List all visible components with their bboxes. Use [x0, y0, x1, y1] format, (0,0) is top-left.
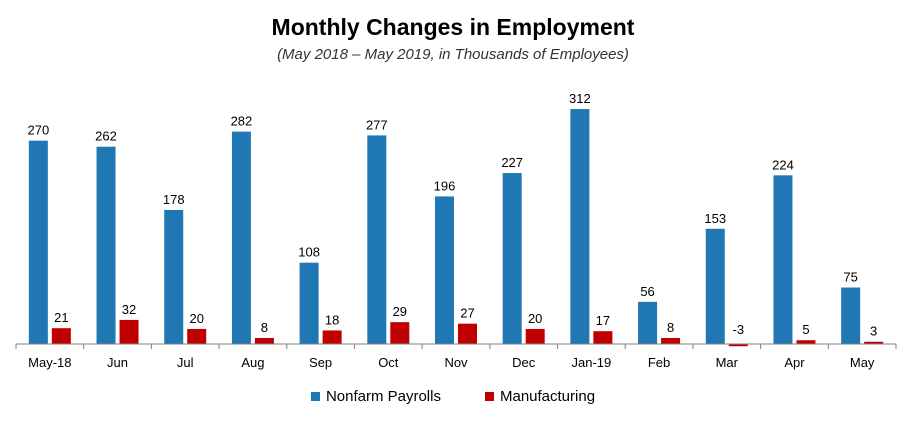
x-tick-label-6: Nov — [444, 355, 468, 370]
x-tick-label-12: May — [850, 355, 875, 370]
legend-swatch-manufacturing — [484, 392, 494, 401]
bar-manufacturing-9 — [661, 337, 681, 344]
data-label-nonfarm-1: 262 — [95, 129, 117, 144]
data-label-nonfarm-3: 282 — [231, 114, 253, 129]
data-label-nonfarm-6: 196 — [434, 178, 456, 193]
data-label-nonfarm-0: 270 — [27, 123, 49, 138]
x-tick-label-3: Aug — [241, 355, 264, 370]
data-label-manufacturing-0: 21 — [54, 310, 68, 325]
chart-subtitle: (May 2018 – May 2019, in Thousands of Em… — [277, 46, 629, 63]
bar-manufacturing-0 — [51, 328, 71, 344]
bar-nonfarm-2 — [164, 209, 184, 344]
bar-nonfarm-9 — [638, 301, 658, 344]
data-label-nonfarm-5: 277 — [366, 117, 388, 132]
x-tick-label-0: May-18 — [28, 355, 71, 370]
bar-manufacturing-8 — [593, 331, 613, 344]
legend-swatch-nonfarm — [310, 392, 320, 401]
bar-nonfarm-10 — [705, 228, 725, 344]
legend-item-nonfarm: Nonfarm Payrolls — [310, 388, 441, 405]
bar-manufacturing-5 — [390, 322, 410, 344]
legend-label-manufacturing: Manufacturing — [499, 388, 596, 405]
x-tick-label-9: Feb — [648, 355, 670, 370]
data-label-manufacturing-10: -3 — [732, 322, 744, 337]
legend-label-nonfarm: Nonfarm Payrolls — [325, 388, 441, 405]
bar-manufacturing-2 — [187, 328, 207, 344]
data-label-nonfarm-10: 153 — [704, 211, 726, 226]
bar-manufacturing-6 — [458, 323, 477, 344]
data-label-nonfarm-2: 178 — [163, 192, 185, 207]
chart-title: Monthly Changes in Employment — [271, 14, 635, 40]
bar-nonfarm-8 — [570, 109, 590, 345]
bar-nonfarm-6 — [435, 196, 454, 344]
bar-manufacturing-1 — [119, 319, 139, 344]
x-tick-label-7: Dec — [512, 355, 536, 370]
x-tick-label-11: Apr — [784, 355, 805, 370]
bar-manufacturing-11 — [796, 340, 816, 344]
bar-manufacturing-12 — [864, 341, 884, 344]
data-label-nonfarm-11: 224 — [772, 157, 794, 172]
data-label-manufacturing-1: 32 — [122, 302, 136, 317]
bar-nonfarm-5 — [367, 135, 387, 344]
data-label-manufacturing-6: 27 — [460, 306, 474, 321]
data-label-nonfarm-7: 227 — [501, 155, 523, 170]
bar-nonfarm-4 — [299, 262, 319, 344]
bar-manufacturing-4 — [322, 330, 342, 344]
data-label-nonfarm-12: 75 — [843, 270, 857, 285]
bar-nonfarm-1 — [96, 146, 116, 344]
bar-manufacturing-10 — [728, 344, 748, 347]
data-label-manufacturing-4: 18 — [325, 312, 339, 327]
bar-manufacturing-3 — [254, 337, 274, 344]
data-label-manufacturing-3: 8 — [261, 320, 268, 335]
bar-manufacturing-7 — [525, 328, 545, 344]
data-label-nonfarm-4: 108 — [298, 245, 320, 260]
x-tick-label-8: Jan-19 — [572, 355, 612, 370]
legend-item-manufacturing: Manufacturing — [484, 388, 596, 405]
data-label-manufacturing-11: 5 — [802, 322, 809, 337]
x-tick-label-1: Jun — [107, 355, 128, 370]
bar-nonfarm-7 — [502, 173, 522, 344]
x-tick-label-2: Jul — [177, 355, 194, 370]
data-label-manufacturing-8: 17 — [596, 313, 610, 328]
x-tick-label-5: Oct — [378, 355, 399, 370]
data-label-manufacturing-9: 8 — [667, 320, 674, 335]
chart-legend: Nonfarm Payrolls Manufacturing — [0, 388, 906, 405]
data-label-manufacturing-2: 20 — [189, 311, 203, 326]
bar-nonfarm-0 — [28, 140, 48, 344]
x-tick-label-10: Mar — [716, 355, 739, 370]
data-label-manufacturing-5: 29 — [393, 304, 407, 319]
bar-nonfarm-3 — [231, 131, 251, 344]
x-tick-label-4: Sep — [309, 355, 332, 370]
data-label-manufacturing-12: 3 — [870, 324, 877, 339]
bar-nonfarm-11 — [773, 175, 793, 344]
data-label-manufacturing-7: 20 — [528, 311, 542, 326]
bar-nonfarm-12 — [841, 287, 861, 344]
data-label-nonfarm-9: 56 — [640, 284, 654, 299]
data-label-nonfarm-8: 312 — [569, 91, 591, 106]
